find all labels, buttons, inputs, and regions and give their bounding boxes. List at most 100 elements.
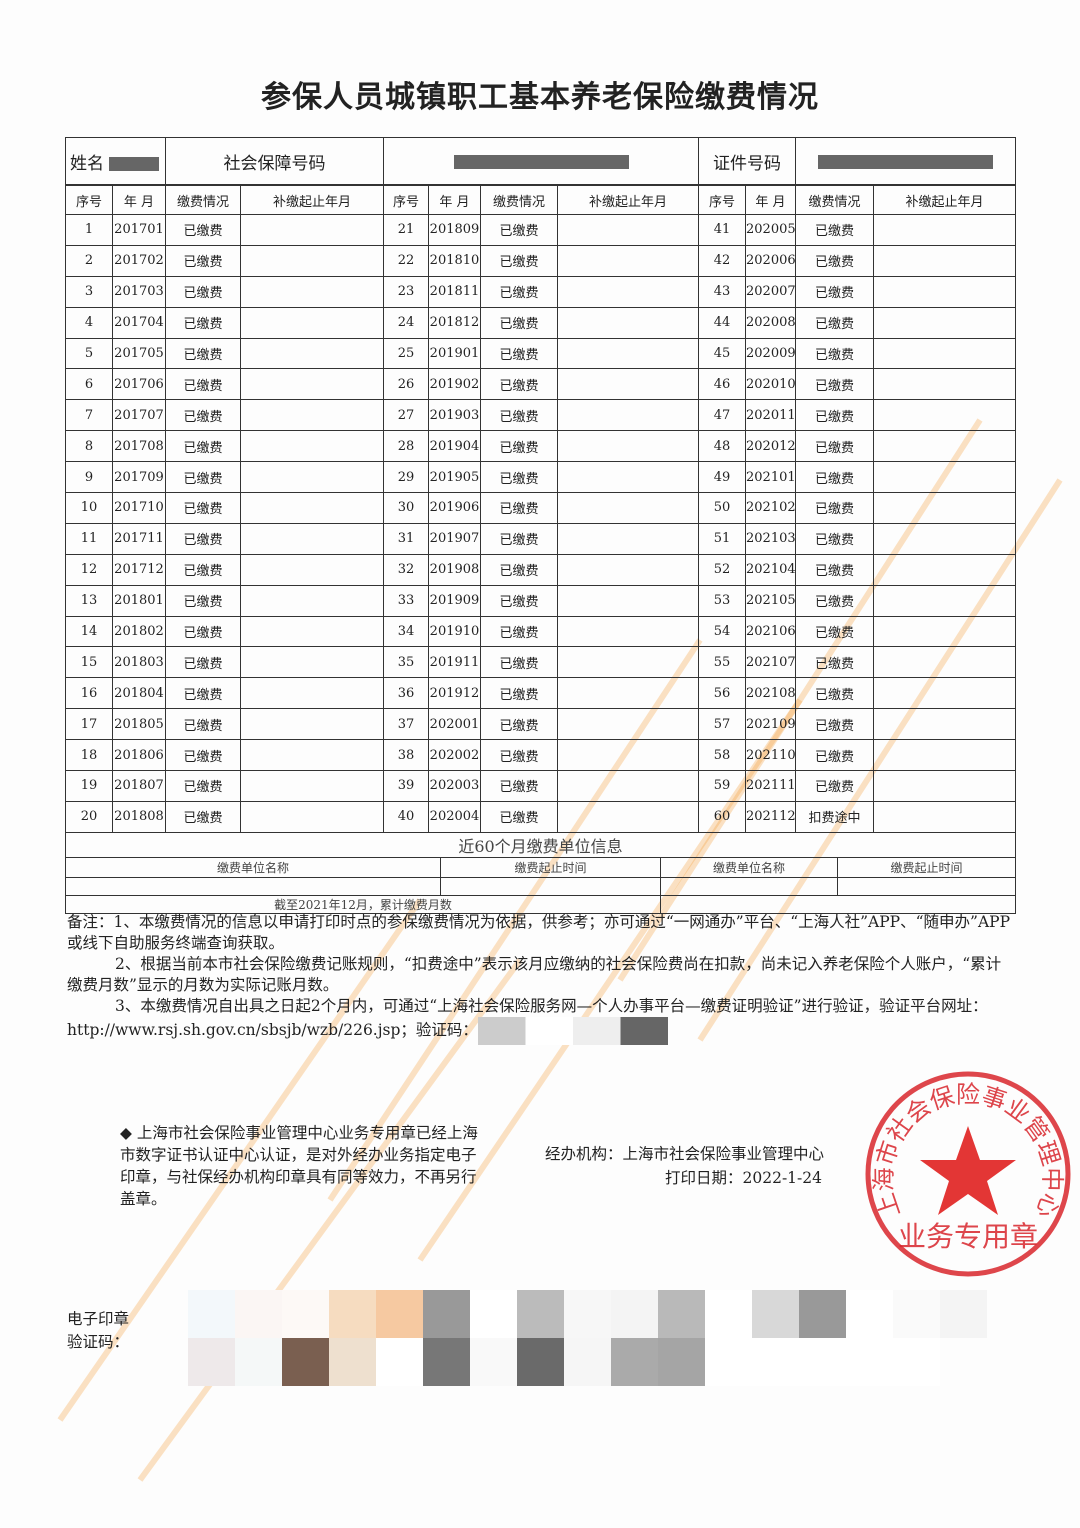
cell-month: 201812 (428, 306, 481, 339)
cell-status: 已缴费 (795, 770, 874, 802)
cell-month: 202007 (745, 275, 796, 308)
cell-seq: 43 (698, 275, 746, 308)
cell-month: 202006 (745, 244, 796, 277)
cell-makeup (873, 430, 1016, 463)
cell-makeup (557, 214, 699, 246)
cell-makeup (873, 275, 1016, 308)
cell-month: 202104 (745, 553, 796, 586)
cell-month: 201912 (428, 677, 481, 710)
table-row: 5 201705 已缴费 25 201901 已缴费 45 202009 已缴费 (65, 337, 1016, 370)
cell-makeup (873, 244, 1016, 277)
cell-makeup (240, 214, 384, 246)
cell-seq: 23 (383, 275, 429, 308)
mosaic-cell (564, 1290, 611, 1338)
cell-status: 已缴费 (795, 584, 874, 617)
ssn-label: 社会保障号码 (165, 137, 384, 186)
cell-seq: 7 (65, 399, 113, 432)
cell-status: 已缴费 (480, 214, 558, 246)
notes: 备注：1、本缴费情况的信息以申请打印时点的参保缴费情况为依据，供参考；亦可通过“… (67, 912, 1012, 1045)
cell-seq: 54 (698, 615, 746, 648)
unit-info-title: 近60个月缴费单位信息 (65, 832, 1016, 858)
mosaic-cell (376, 1290, 423, 1338)
cell-month: 201708 (112, 430, 166, 463)
name-label: 姓名 (70, 153, 104, 174)
cell-seq: 26 (383, 368, 429, 401)
cell-seq: 42 (698, 244, 746, 277)
cell-status: 已缴费 (795, 399, 874, 432)
cell-status: 已缴费 (165, 337, 241, 370)
cell-makeup (557, 584, 699, 617)
cell-status: 已缴费 (795, 739, 874, 772)
mosaic-cell (517, 1290, 564, 1338)
cell-status: 已缴费 (165, 615, 241, 648)
cell-makeup (873, 553, 1016, 586)
cell-makeup (873, 461, 1016, 494)
cell-seq: 57 (698, 708, 746, 741)
mosaic-cell (893, 1338, 940, 1386)
cell-status: 已缴费 (480, 306, 558, 339)
cell-status: 已缴费 (795, 337, 874, 370)
cell-makeup (873, 399, 1016, 432)
cell-month: 202010 (745, 368, 796, 401)
cell-month: 202003 (428, 770, 481, 802)
cell-month: 201909 (428, 584, 481, 617)
mosaic-cell (329, 1338, 376, 1386)
cell-status: 已缴费 (165, 492, 241, 524)
table-row: 20 201808 已缴费 40 202004 已缴费 60 202112 扣费途中 (65, 800, 1016, 833)
cell-month: 201808 (112, 800, 166, 833)
evidence-label: 电子印章 验证码： (67, 1310, 130, 1351)
cell-makeup (873, 522, 1016, 555)
cell-month: 201701 (112, 214, 166, 246)
cell-makeup (557, 800, 699, 833)
cell-seq: 14 (65, 615, 113, 648)
column-header-status: 缴费情况 (480, 184, 558, 215)
cell-month: 201809 (428, 214, 481, 246)
cell-seq: 40 (383, 800, 429, 833)
cell-month: 201807 (112, 770, 166, 802)
cell-status: 已缴费 (480, 584, 558, 617)
cell-month: 202004 (428, 800, 481, 833)
redacted-seal-code (188, 1290, 988, 1386)
table-row: 13 201801 已缴费 33 201909 已缴费 53 202105 已缴费 (65, 584, 1016, 617)
mosaic-cell (423, 1290, 470, 1338)
cell-seq: 17 (65, 708, 113, 741)
cell-seq: 13 (65, 584, 113, 617)
cell-makeup (873, 677, 1016, 710)
cell-makeup (557, 708, 699, 741)
column-header-makeup: 补缴起止年月 (873, 184, 1016, 215)
cell-status: 已缴费 (165, 368, 241, 401)
redacted-verification-code (477, 1017, 668, 1045)
mosaic-cell (799, 1290, 846, 1338)
cell-makeup (873, 615, 1016, 648)
cell-seq: 52 (698, 553, 746, 586)
cell-makeup (557, 368, 699, 401)
cell-status: 已缴费 (165, 677, 241, 710)
cell-makeup (240, 368, 384, 401)
cell-month: 201704 (112, 306, 166, 339)
cell-status: 已缴费 (165, 430, 241, 463)
table-row: 15 201803 已缴费 35 201911 已缴费 55 202107 已缴费 (65, 646, 1016, 679)
cell-month: 202002 (428, 739, 481, 772)
cell-month: 201903 (428, 399, 481, 432)
period-header: 缴费起止时间 (440, 857, 661, 878)
cell-seq: 31 (383, 522, 429, 555)
mosaic-cell (846, 1290, 893, 1338)
cell-makeup (557, 306, 699, 339)
cell-status: 已缴费 (165, 708, 241, 741)
column-header-month: 年 月 (112, 184, 166, 215)
contribution-table: 姓名 社会保障号码 证件号码 序号年 月缴费情况 补缴起止年月 序号年 月缴费情况补… (65, 137, 1016, 833)
cell-makeup (557, 461, 699, 494)
table-row: 11 201711 已缴费 31 201907 已缴费 51 202103 已缴费 (65, 522, 1016, 555)
cell-status: 已缴费 (795, 461, 874, 494)
cell-month: 201806 (112, 739, 166, 772)
cell-status: 已缴费 (795, 522, 874, 555)
cell-month: 202008 (745, 306, 796, 339)
cell-month: 201803 (112, 646, 166, 679)
mosaic-cell (282, 1290, 329, 1338)
cell-status: 已缴费 (480, 492, 558, 524)
column-header-month: 年 月 (745, 184, 796, 215)
cell-seq: 60 (698, 800, 746, 833)
table-row: 10 201710 已缴费 30 201906 已缴费 50 202102 已缴费 (65, 492, 1016, 524)
table-row: 6 201706 已缴费 26 201902 已缴费 46 202010 已缴费 (65, 368, 1016, 401)
cell-status: 已缴费 (165, 770, 241, 802)
